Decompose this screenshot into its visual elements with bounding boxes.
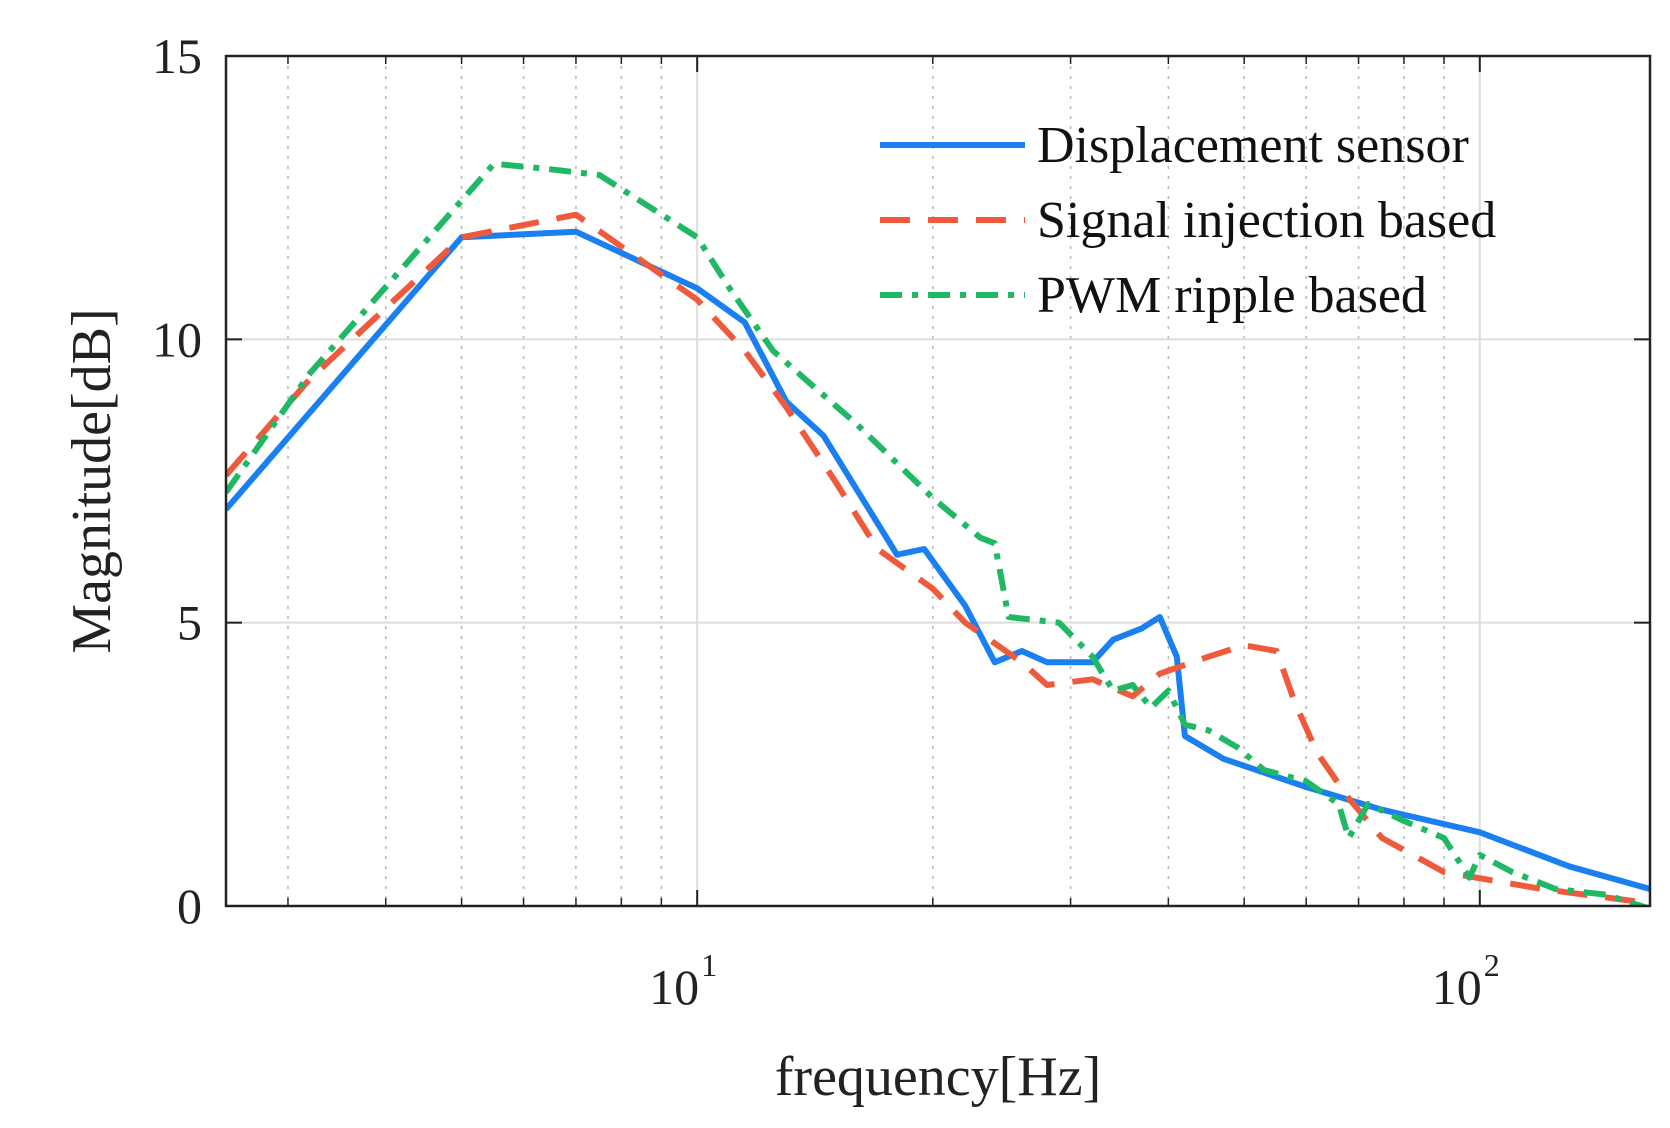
legend-label: Signal injection based <box>1037 192 1496 249</box>
x-tick-exponent: 2 <box>1484 947 1500 983</box>
series-line-3 <box>226 160 1650 906</box>
legend: Displacement sensor Signal injection base… <box>880 117 1496 324</box>
plot-frame <box>224 54 1652 908</box>
x-tick-base: 10 <box>1432 959 1482 1015</box>
axis-ticks <box>226 55 1650 907</box>
y-axis-label: Magnitude[dB] <box>61 308 123 653</box>
series-line-1 <box>226 228 1650 892</box>
legend-entry: Signal injection based <box>880 192 1496 249</box>
x-axis-label: frequency[Hz] <box>775 1046 1101 1108</box>
y-tick-label: 5 <box>177 595 202 651</box>
legend-entry: PWM ripple based <box>880 267 1427 324</box>
x-tick-labels: 10 1 10 2 <box>649 947 1500 1015</box>
x-tick-label: 10 2 <box>1432 947 1500 1015</box>
y-tick-label: 15 <box>152 28 202 84</box>
x-tick-base: 10 <box>649 959 699 1015</box>
legend-entry: Displacement sensor <box>880 117 1469 174</box>
legend-label: PWM ripple based <box>1037 267 1427 324</box>
y-tick-label: 10 <box>152 311 202 367</box>
series-layer <box>226 160 1650 906</box>
y-tick-labels: 0 5 10 15 <box>152 28 202 934</box>
y-tick-label: 0 <box>177 878 202 934</box>
x-tick-exponent: 1 <box>701 947 717 983</box>
grid-lines <box>226 56 1650 906</box>
x-tick-label: 10 1 <box>649 947 717 1015</box>
legend-label: Displacement sensor <box>1037 117 1469 174</box>
